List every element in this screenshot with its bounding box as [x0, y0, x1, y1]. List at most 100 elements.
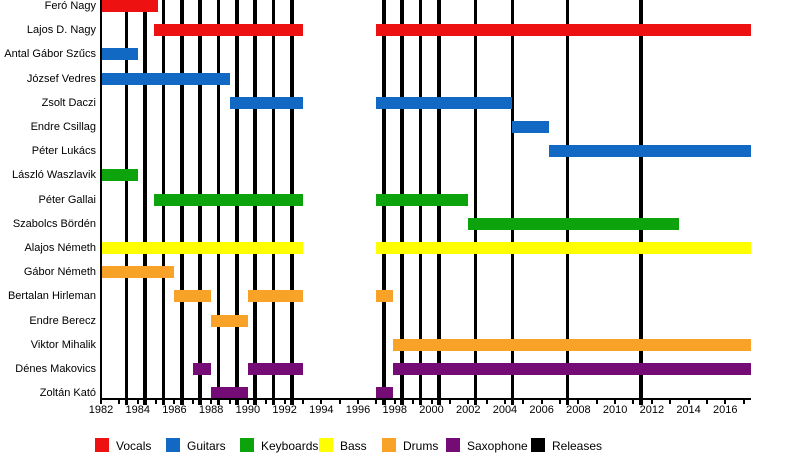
release-line	[143, 0, 147, 405]
year-label: 2004	[492, 404, 518, 416]
axis-tick	[669, 400, 672, 404]
legend-swatch	[382, 438, 396, 452]
axis-tick	[246, 400, 249, 404]
member-label: Feró Nagy	[44, 0, 96, 12]
axis-tick	[687, 400, 690, 404]
axis-tick	[338, 400, 341, 404]
release-line	[565, 0, 570, 405]
year-label: 2006	[529, 404, 554, 416]
year-label: 1994	[309, 404, 334, 416]
legend-swatch	[446, 438, 460, 452]
axis-tick	[393, 400, 396, 404]
timeline-bar	[468, 217, 680, 230]
member-label: Zsolt Daczi	[41, 96, 96, 109]
year-label: 2014	[676, 404, 701, 416]
plot-left-frame	[100, 0, 102, 400]
year-label: 1998	[382, 404, 408, 416]
release-line	[473, 0, 478, 405]
release-line	[124, 0, 129, 405]
year-label: 2016	[713, 404, 738, 416]
member-label: Antal Gábor Szűcs	[4, 48, 96, 61]
axis-tick	[705, 400, 708, 404]
timeline-bar	[229, 96, 303, 109]
legend-swatch	[319, 438, 333, 452]
axis-tick	[301, 400, 304, 404]
timeline-bar	[211, 314, 248, 327]
timeline-bar	[101, 0, 158, 12]
axis-tick	[595, 400, 598, 404]
timeline-bar	[392, 363, 751, 375]
member-label: Endre Berecz	[29, 314, 96, 327]
release-line	[510, 0, 515, 405]
axis-tick	[467, 400, 470, 404]
legend-label: Saxophone	[467, 439, 528, 453]
axis-tick	[448, 400, 451, 404]
axis-tick	[210, 400, 213, 404]
timeline-bar	[101, 72, 230, 85]
axis-tick	[577, 400, 580, 404]
member-label: Péter Gallai	[38, 193, 96, 206]
axis-tick	[742, 400, 745, 404]
release-line	[639, 0, 643, 405]
axis-tick	[228, 400, 231, 404]
year-label: 1982	[88, 404, 114, 416]
timeline-bar	[211, 387, 248, 400]
axis-tick	[540, 400, 543, 404]
legend-label: Bass	[340, 439, 367, 453]
year-label: 2008	[566, 404, 591, 416]
timeline-bar	[376, 24, 751, 37]
year-label: 1990	[235, 404, 261, 416]
axis-tick	[485, 400, 488, 404]
x-axis-line	[100, 398, 751, 400]
member-label: Zoltán Kató	[39, 387, 96, 400]
member-label: Dénes Makovics	[15, 363, 96, 375]
timeline-bar	[549, 145, 751, 158]
year-label: 2002	[455, 404, 481, 416]
axis-tick	[503, 400, 506, 404]
year-label: 1986	[162, 404, 187, 416]
timeline-bar	[376, 290, 393, 303]
legend-swatch	[240, 438, 254, 452]
axis-tick	[559, 400, 562, 404]
timeline-bar	[247, 290, 303, 303]
axis-tick	[522, 400, 525, 404]
member-label: Péter Lukács	[31, 145, 96, 158]
timeline-bar	[376, 193, 469, 206]
axis-tick	[265, 400, 268, 404]
year-label: 1996	[345, 404, 371, 416]
axis-tick	[173, 400, 176, 404]
member-label: Szabolcs Bördén	[12, 217, 96, 230]
member-label: Viktor Mihalik	[30, 338, 96, 351]
timeline-bar	[247, 363, 303, 375]
axis-tick	[118, 400, 121, 404]
axis-tick	[191, 400, 194, 404]
axis-tick	[375, 400, 378, 404]
member-label: Alajos Németh	[24, 242, 96, 254]
legend-label: Releases	[552, 439, 603, 453]
timeline-bar	[376, 96, 513, 109]
timeline-bar	[154, 193, 303, 206]
timeline-bar	[376, 242, 751, 254]
year-label: 1992	[272, 404, 297, 416]
year-label: 2010	[602, 404, 628, 416]
legend-swatch	[166, 438, 180, 452]
timeline-bar	[101, 266, 175, 279]
legend-swatch	[95, 438, 109, 452]
axis-tick	[320, 400, 323, 404]
legend-label: Guitars	[187, 439, 226, 453]
legend-swatch	[531, 438, 545, 452]
timeline-bar	[174, 290, 212, 303]
axis-tick	[357, 400, 360, 404]
legend-label: Drums	[403, 439, 439, 453]
axis-tick	[724, 400, 727, 404]
member-label: László Waszlavik	[12, 169, 96, 182]
member-label: Bertalan Hirleman	[7, 290, 96, 303]
axis-tick	[632, 400, 635, 404]
axis-tick	[430, 400, 433, 404]
member-label: Lajos D. Nagy	[26, 24, 96, 37]
timeline-bar	[376, 387, 393, 400]
year-label: 2000	[419, 404, 444, 416]
member-label: Endre Csillag	[30, 121, 96, 133]
legend-label: Vocals	[116, 439, 152, 453]
